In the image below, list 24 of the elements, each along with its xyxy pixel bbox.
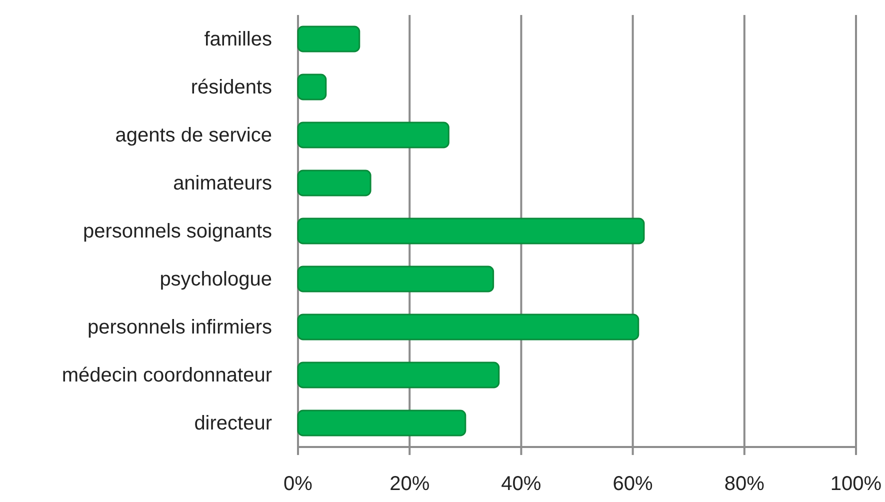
y-tick-label: agents de service — [115, 124, 272, 146]
bar — [297, 362, 500, 388]
bar — [297, 170, 372, 196]
x-tick-label: 80% — [724, 473, 765, 495]
y-tick-label: animateurs — [173, 172, 272, 194]
bar — [297, 266, 494, 292]
bar — [297, 314, 640, 340]
x-tick-label: 100% — [830, 473, 882, 495]
y-tick-label: directeur — [194, 412, 272, 434]
x-tick-label: 20% — [390, 473, 430, 495]
y-tick-label: familles — [204, 28, 272, 50]
y-tick-label: personnels soignants — [82, 220, 272, 242]
x-tick-label: 0% — [284, 473, 313, 495]
bar — [297, 218, 645, 244]
bar — [297, 26, 360, 52]
x-tick-label: 40% — [501, 473, 542, 495]
x-tick-label: 60% — [612, 473, 654, 495]
bar — [297, 410, 466, 436]
bar — [297, 74, 327, 100]
y-tick-label: médecin coordonnateur — [62, 364, 272, 386]
y-tick-label: psychologue — [160, 268, 272, 290]
bar — [297, 122, 450, 148]
y-tick-label: personnels infirmiers — [87, 316, 272, 338]
y-tick-label: résidents — [190, 76, 272, 98]
